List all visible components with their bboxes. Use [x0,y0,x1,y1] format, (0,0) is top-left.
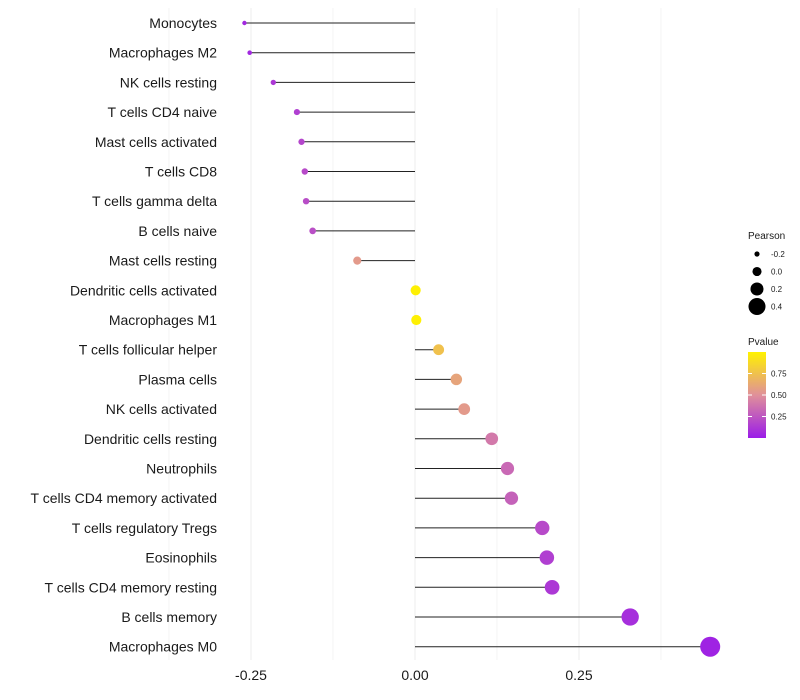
lollipop-stems [244,22,711,648]
pvalue-legend-title: Pvalue [748,337,779,348]
lollipop-point [450,373,463,386]
lollipop-points [242,20,721,657]
x-tick-label: 0.00 [401,667,428,683]
lollipop-point [293,109,301,116]
y-axis-label: T cells follicular helper [79,342,218,358]
y-axis-label: Dendritic cells resting [84,431,217,447]
y-axis-label: NK cells resting [120,74,217,90]
lollipop-point [458,403,471,415]
x-axis-tick-labels: -0.25 0.00 0.25 [235,667,593,683]
y-axis-label: Macrophages M1 [109,312,217,328]
y-axis-labels: Monocytes Macrophages M2 NK cells resting T… [31,15,218,655]
lollipop-point [301,168,309,175]
y-axis-label: T cells regulatory Tregs [72,520,217,536]
pearson-legend-label: 0.2 [771,285,783,294]
pvalue-tick-label: 0.25 [771,413,787,422]
pearson-legend-key [754,251,760,257]
x-tick-label: 0.25 [565,667,592,683]
lollipop-point [247,50,252,55]
y-axis-label: Eosinophils [145,550,217,566]
pearson-legend-key [752,266,762,277]
y-axis-label: Macrophages M0 [109,639,217,655]
y-axis-label: B cells memory [121,609,217,625]
y-axis-label: Mast cells resting [109,253,217,269]
y-axis-label: T cells gamma delta [92,193,217,209]
lollipop-point [700,636,721,657]
lollipop-point [504,491,519,505]
y-axis-label: B cells naive [138,223,217,239]
y-axis-label: Mast cells activated [95,134,217,150]
y-axis-label: Neutrophils [146,461,217,477]
lollipop-point [309,227,317,235]
lollipop-point [433,344,445,356]
pearson-legend-label: -0.2 [771,250,785,259]
y-axis-label: Macrophages M2 [109,45,217,61]
pearson-legend-key [748,297,766,316]
lollipop-point [353,256,362,265]
pearson-legend-key [750,282,764,296]
pvalue-colorbar [748,352,766,438]
lollipop-point [539,550,555,565]
grid-lines [168,8,662,660]
lollipop-point [242,20,247,26]
y-axis-label: Dendritic cells activated [70,282,217,298]
lollipop-point [535,520,550,536]
y-axis-label: T cells CD4 memory resting [45,579,217,595]
lollipop-point [411,314,422,326]
y-axis-label: Monocytes [149,15,217,31]
pearson-legend-label: 0.4 [771,303,783,312]
lollipop-point [410,285,421,296]
lollipop-point [621,608,639,626]
x-tick-label: -0.25 [235,667,267,683]
pvalue-tick-label: 0.75 [771,370,787,379]
y-axis-label: NK cells activated [106,401,217,417]
pvalue-tick-label: 0.50 [771,391,787,400]
lollipop-point [270,79,276,86]
lollipop-point [500,461,515,476]
lollipop-point [302,197,310,205]
y-axis-label: T cells CD4 naive [108,104,218,120]
lollipop-point [485,432,499,446]
pearson-legend-label: 0.0 [771,268,783,277]
y-axis-label: Plasma cells [138,371,217,387]
y-axis-label: T cells CD4 memory activated [31,490,217,506]
lollipop-point [544,579,560,595]
pearson-legend-title: Pearson [748,231,785,242]
pearson-size-legend: Pearson -0.2 0.0 0.2 0.4 [748,231,785,316]
y-axis-label: T cells CD8 [145,164,217,180]
lollipop-point [298,138,305,145]
pvalue-color-legend: Pvalue 0.25 0.50 0.75 [748,337,787,438]
